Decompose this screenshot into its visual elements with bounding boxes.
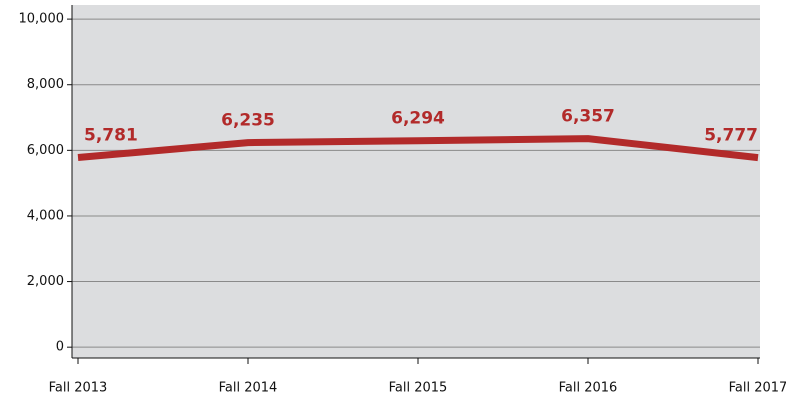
x-tick-label: Fall 2015 xyxy=(389,381,448,396)
value-label: 5,781 xyxy=(84,126,138,146)
value-label: 6,294 xyxy=(391,109,445,129)
y-tick-label: 10,000 xyxy=(19,12,65,27)
x-tick-label: Fall 2017 xyxy=(729,381,786,396)
plot-area xyxy=(72,5,760,358)
y-tick-label: 6,000 xyxy=(27,143,64,158)
value-label: 6,357 xyxy=(561,107,615,127)
value-label: 6,235 xyxy=(221,111,275,131)
x-tick-label: Fall 2013 xyxy=(49,381,108,396)
line xyxy=(77,135,759,162)
y-tick-label: 2,000 xyxy=(27,274,64,289)
value-label: 5,777 xyxy=(704,126,758,146)
y-tick-label: 4,000 xyxy=(27,208,64,223)
y-tick-label: 8,000 xyxy=(27,77,64,92)
x-tick-label: Fall 2016 xyxy=(559,381,618,396)
y-tick-label: 0 xyxy=(56,340,64,355)
x-tick-label: Fall 2014 xyxy=(219,381,278,396)
